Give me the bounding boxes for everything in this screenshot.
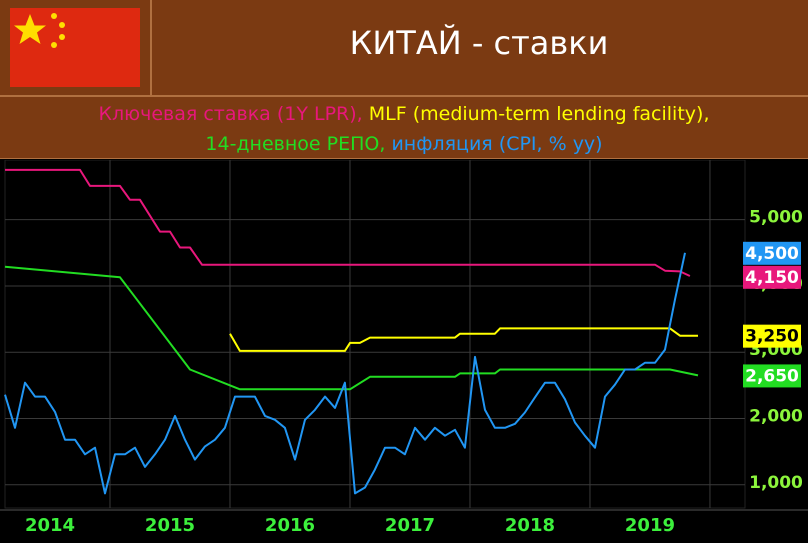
chart: 1,0002,0003,0004,0005,000201420152016201… <box>0 160 808 536</box>
end-value-box <box>743 364 801 388</box>
end-value-label: 4,150 <box>745 268 799 288</box>
series-line <box>4 252 686 495</box>
legend-entry: инфляция (CPI, % yy) <box>391 133 603 155</box>
end-value-box <box>743 265 801 289</box>
legend-entry: Ключевая ставка (1Y LPR), <box>98 103 363 125</box>
end-value-box <box>743 241 801 265</box>
end-value-box <box>743 324 801 348</box>
y-tick-label: 1,000 <box>749 473 803 493</box>
end-value-label: 4,500 <box>745 244 799 264</box>
end-value-label: 2,650 <box>745 366 799 386</box>
china-flag <box>10 0 152 95</box>
x-tick-label: 2015 <box>145 515 195 536</box>
x-tick-label: 2016 <box>265 515 315 536</box>
plot-area <box>4 160 746 509</box>
legend: Ключевая ставка (1Y LPR), MLF (medium-te… <box>0 95 808 159</box>
y-tick-label: 5,000 <box>749 208 803 228</box>
legend-entry: 14-дневное РЕПО, <box>205 133 386 155</box>
x-tick-label: 2014 <box>25 515 75 536</box>
header: КИТАЙ - ставки <box>0 0 808 95</box>
series-line <box>4 265 699 391</box>
chart-title: КИТАЙ - ставки <box>349 24 609 62</box>
series-line <box>5 168 691 277</box>
end-value-label: 3,250 <box>745 327 799 347</box>
x-tick-label: 2018 <box>505 515 555 536</box>
y-tick-label: 2,000 <box>749 407 803 427</box>
x-tick-label: 2019 <box>625 515 675 536</box>
x-tick-label: 2017 <box>385 515 435 536</box>
legend-entry: MLF (medium-term lending facility), <box>368 103 710 125</box>
